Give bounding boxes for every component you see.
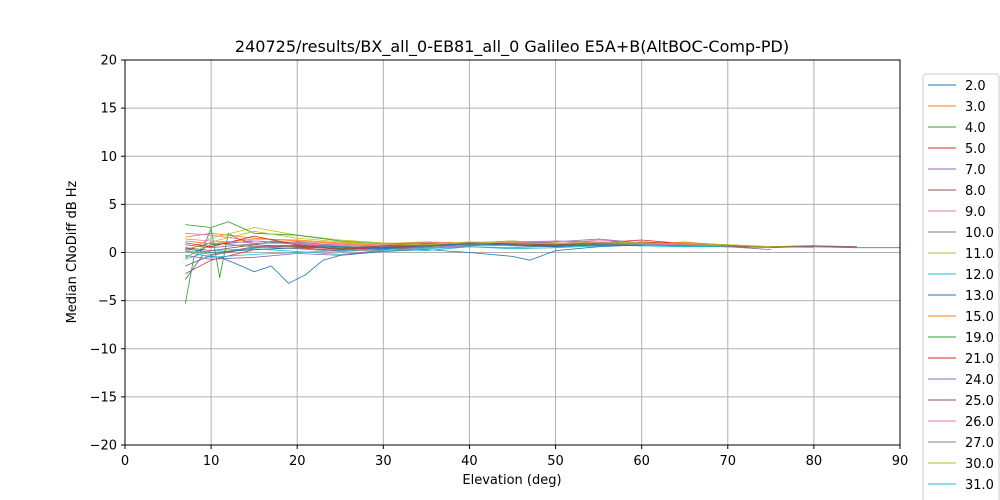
legend-item-11.0: 11.0 bbox=[928, 247, 994, 262]
legend-item-4.0: 4.0 bbox=[928, 121, 986, 136]
legend-item-26.0: 26.0 bbox=[928, 415, 994, 430]
series-line-31.0 bbox=[185, 244, 728, 258]
chart-title: 240725/results/BX_all_0-EB81_all_0 Galil… bbox=[235, 37, 789, 57]
legend-label: 26.0 bbox=[965, 415, 994, 430]
legend-label: 8.0 bbox=[965, 184, 986, 199]
series-line-33.0 bbox=[185, 243, 642, 253]
legend-label: 11.0 bbox=[965, 247, 994, 262]
y-tick-label: 20 bbox=[100, 54, 117, 69]
x-tick-label: 50 bbox=[547, 454, 564, 469]
x-tick-label: 0 bbox=[121, 454, 129, 469]
legend-item-21.0: 21.0 bbox=[928, 352, 994, 367]
legend-label: 4.0 bbox=[965, 121, 986, 136]
legend-item-9.0: 9.0 bbox=[928, 205, 986, 220]
legend-item-30.0: 30.0 bbox=[928, 457, 994, 472]
x-tick-label: 90 bbox=[892, 454, 909, 469]
legend-item-10.0: 10.0 bbox=[928, 226, 994, 241]
x-tick-label: 10 bbox=[203, 454, 220, 469]
legend-item-3.0: 3.0 bbox=[928, 100, 986, 115]
legend-label: 12.0 bbox=[965, 268, 994, 283]
legend-item-19.0: 19.0 bbox=[928, 331, 994, 346]
legend-item-13.0: 13.0 bbox=[928, 289, 994, 304]
legend: 2.0 3.0 4.0 5.0 7.0 8.0 9.0 10.0 11.0 12.0 13.0 15.… bbox=[922, 73, 1000, 500]
x-tick-label: 40 bbox=[461, 454, 478, 469]
legend-label: 2.0 bbox=[965, 79, 986, 94]
legend-label: 25.0 bbox=[965, 394, 994, 409]
x-tick-label: 60 bbox=[633, 454, 650, 469]
legend-item-2.0: 2.0 bbox=[928, 79, 986, 94]
y-tick-label: −20 bbox=[90, 439, 117, 454]
y-axis: −20 −15 −10 −5 0 5 10 15 20 bbox=[90, 54, 125, 454]
legend-label: 9.0 bbox=[965, 205, 986, 220]
y-axis-label: Median CNoDiff dB Hz bbox=[65, 180, 80, 323]
legend-label: 30.0 bbox=[965, 457, 994, 472]
y-tick-label: −15 bbox=[90, 390, 117, 405]
y-tick-label: 10 bbox=[100, 150, 117, 165]
y-tick-label: 0 bbox=[109, 246, 117, 261]
legend-item-7.0: 7.0 bbox=[928, 163, 986, 178]
legend-label: 3.0 bbox=[965, 100, 986, 115]
x-axis: 0 10 20 30 40 50 60 70 80 90 bbox=[121, 445, 908, 469]
legend-label: 5.0 bbox=[965, 142, 986, 157]
x-tick-label: 80 bbox=[806, 454, 823, 469]
x-tick-label: 70 bbox=[720, 454, 737, 469]
legend-label: 27.0 bbox=[965, 436, 994, 451]
legend-item-24.0: 24.0 bbox=[928, 373, 994, 388]
legend-label: 15.0 bbox=[965, 310, 994, 325]
series-line-13.0 bbox=[184, 244, 728, 284]
series-line-27.0 bbox=[185, 243, 771, 255]
legend-item-27.0: 27.0 bbox=[928, 436, 994, 451]
legend-label: 10.0 bbox=[965, 226, 994, 241]
legend-item-8.0: 8.0 bbox=[928, 184, 986, 199]
legend-item-31.0: 31.0 bbox=[928, 478, 994, 493]
legend-label: 31.0 bbox=[965, 478, 994, 493]
x-tick-label: 30 bbox=[375, 454, 392, 469]
legend-box bbox=[922, 73, 1000, 500]
legend-label: 21.0 bbox=[965, 352, 994, 367]
series-line-24.0 bbox=[185, 238, 728, 260]
legend-item-5.0: 5.0 bbox=[928, 142, 986, 157]
legend-item-15.0: 15.0 bbox=[928, 310, 994, 325]
y-tick-label: −10 bbox=[90, 342, 117, 357]
legend-item-25.0: 25.0 bbox=[928, 394, 994, 409]
legend-label: 24.0 bbox=[965, 373, 994, 388]
y-tick-label: −5 bbox=[98, 294, 117, 309]
y-tick-label: 5 bbox=[109, 198, 117, 213]
x-tick-label: 20 bbox=[289, 454, 306, 469]
x-axis-label: Elevation (deg) bbox=[462, 473, 561, 488]
y-tick-label: 15 bbox=[100, 102, 117, 117]
legend-label: 7.0 bbox=[965, 163, 986, 178]
series-line-30.0 bbox=[185, 230, 814, 259]
plot-area bbox=[184, 221, 900, 304]
series-line-25.0 bbox=[185, 242, 857, 252]
legend-label: 13.0 bbox=[965, 289, 994, 304]
legend-label: 19.0 bbox=[965, 331, 994, 346]
legend-item-12.0: 12.0 bbox=[928, 268, 994, 283]
